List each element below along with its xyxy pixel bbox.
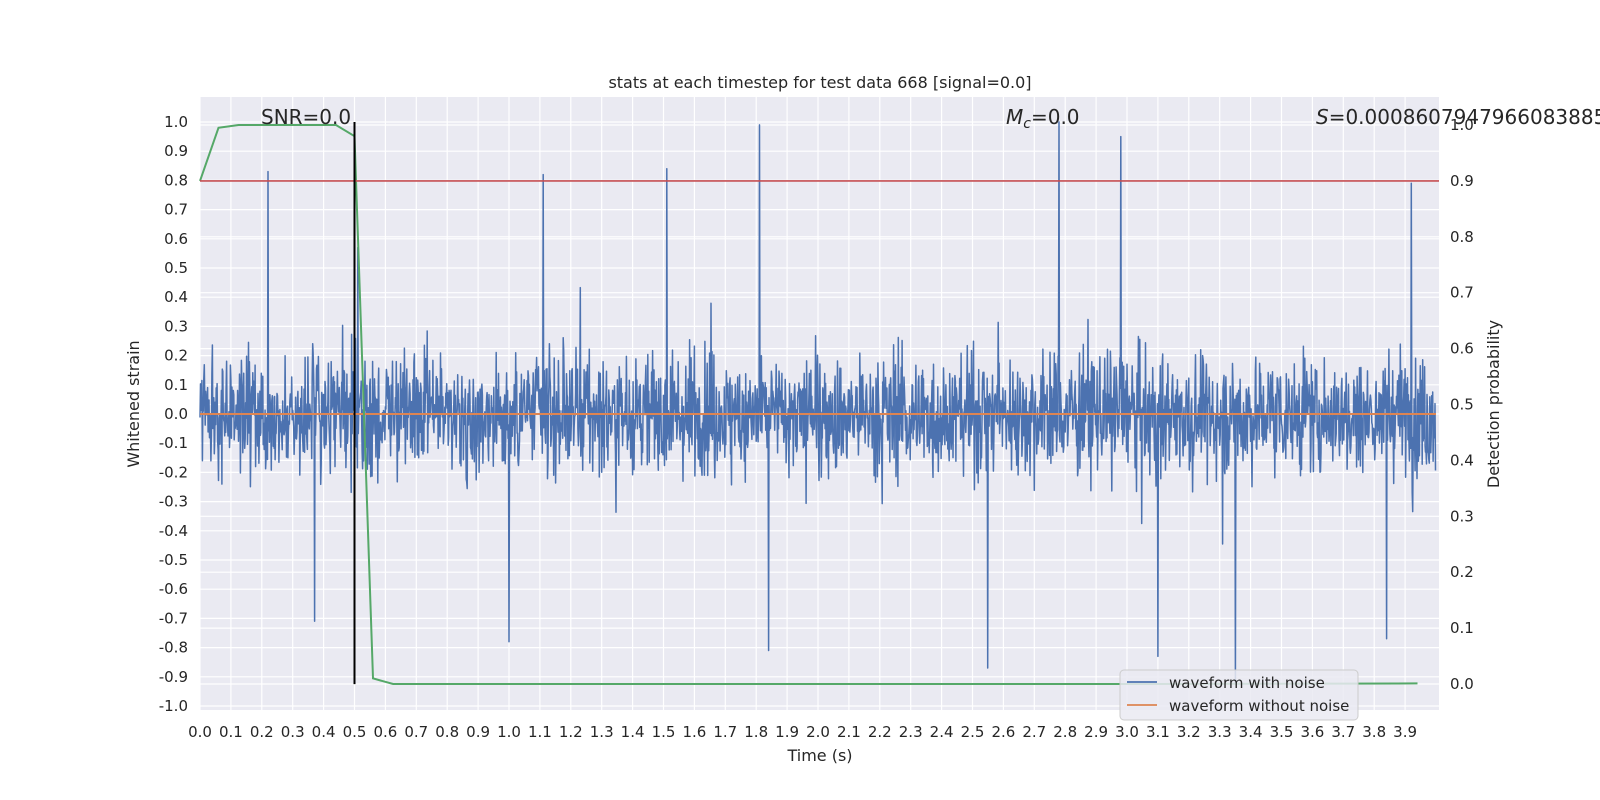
right-y-tick-label: 0.8 — [1450, 228, 1474, 246]
x-tick-label: 3.2 — [1177, 723, 1201, 741]
legend: waveform with noise waveform without noi… — [1119, 669, 1359, 721]
x-tick-labels: 0.0 0.1 0.2 0.3 0.4 0.5 0.6 0.7 0.8 0.9 1.0 1.1 1.2 1… — [188, 723, 1417, 741]
left-y-tick-label: 0.3 — [164, 317, 188, 335]
right-y-tick-label: 0.6 — [1450, 340, 1474, 358]
left-y-tick-labels: 1.0 0.9 0.8 0.7 0.6 0.5 0.4 0.3 0.2 0.1 0.0 -0.1 -0.… — [159, 113, 188, 715]
legend-label-clean: waveform without noise — [1169, 697, 1349, 715]
x-tick-label: 3.5 — [1270, 723, 1294, 741]
x-tick-label: 1.2 — [559, 723, 583, 741]
x-tick-label: 0.7 — [404, 723, 428, 741]
x-tick-label: 0.3 — [281, 723, 305, 741]
x-tick-label: 2.3 — [899, 723, 923, 741]
x-tick-label: 2.9 — [1084, 723, 1108, 741]
x-tick-label: 1.7 — [713, 723, 737, 741]
series-detection-probability — [199, 124, 1418, 685]
s-value: =0.0008607947966083885 — [1329, 105, 1600, 129]
left-y-tick-label: -0.1 — [159, 434, 188, 452]
left-y-tick-label: -0.9 — [159, 668, 188, 686]
x-tick-label: 1.5 — [652, 723, 676, 741]
waveform-with-noise-line — [199, 121, 1437, 684]
s-symbol: S — [1316, 105, 1329, 129]
left-y-tick-label: 0.1 — [164, 376, 188, 394]
left-y-tick-label: 0.4 — [164, 288, 188, 306]
x-tick-label: 2.0 — [806, 723, 830, 741]
left-y-tick-label: -0.5 — [159, 551, 188, 569]
legend-label-noise: waveform with noise — [1169, 674, 1325, 692]
x-tick-label: 1.9 — [775, 723, 799, 741]
left-y-tick-label: -0.4 — [159, 522, 188, 540]
x-tick-label: 2.4 — [930, 723, 954, 741]
series-waveform-with-noise — [199, 121, 1437, 684]
left-y-tick-label: 1.0 — [164, 113, 188, 131]
y-axis-label-right: Detection probability — [1484, 320, 1503, 488]
x-tick-label: 2.7 — [1022, 723, 1046, 741]
right-y-tick-label: 0.4 — [1450, 451, 1474, 469]
x-tick-label: 1.4 — [621, 723, 645, 741]
left-y-tick-label: -0.6 — [159, 580, 188, 598]
left-y-tick-label: -0.7 — [159, 609, 188, 627]
snr-annotation: SNR=0.0 — [261, 105, 351, 129]
chart-title: stats at each timestep for test data 668… — [608, 73, 1031, 92]
x-tick-label: 3.9 — [1393, 723, 1417, 741]
left-y-tick-label: -1.0 — [159, 697, 188, 715]
s-annotation: S=0.0008607947966083885 — [1316, 105, 1600, 129]
mc-annotation: Mc=0.0 — [1006, 105, 1080, 132]
left-y-tick-label: 0.9 — [164, 142, 188, 160]
left-y-tick-label: -0.8 — [159, 639, 188, 657]
y-axis-label-left: Whitened strain — [124, 340, 143, 467]
x-tick-label: 1.1 — [528, 723, 552, 741]
x-tick-label: 0.1 — [219, 723, 243, 741]
mc-value: =0.0 — [1031, 105, 1080, 129]
x-tick-label: 2.5 — [961, 723, 985, 741]
left-y-tick-label: 0.0 — [164, 405, 188, 423]
x-tick-label: 0.0 — [188, 723, 212, 741]
x-tick-label: 2.2 — [868, 723, 892, 741]
left-y-tick-label: 0.8 — [164, 171, 188, 189]
x-tick-label: 2.6 — [991, 723, 1015, 741]
x-tick-label: 0.8 — [435, 723, 459, 741]
x-tick-label: 1.3 — [590, 723, 614, 741]
x-tick-label: 0.2 — [250, 723, 274, 741]
right-y-tick-label: 0.7 — [1450, 284, 1474, 302]
x-tick-label: 2.8 — [1053, 723, 1077, 741]
x-tick-label: 1.0 — [497, 723, 521, 741]
right-y-tick-label: 0.9 — [1450, 172, 1474, 190]
detection-probability-line — [199, 124, 1418, 685]
mc-subscript: c — [1023, 116, 1031, 132]
x-tick-label: 2.1 — [837, 723, 861, 741]
left-y-tick-label: -0.2 — [159, 463, 188, 481]
left-y-tick-label: 0.2 — [164, 347, 188, 365]
right-y-tick-label: 0.2 — [1450, 563, 1474, 581]
x-axis-label: Time (s) — [786, 746, 852, 765]
left-y-tick-label: 0.5 — [164, 259, 188, 277]
x-tick-label: 1.6 — [682, 723, 706, 741]
right-y-tick-label: 1.0 — [1450, 116, 1474, 134]
legend-box — [1119, 669, 1359, 721]
x-tick-label: 3.3 — [1208, 723, 1232, 741]
left-y-tick-label: -0.3 — [159, 493, 188, 511]
right-y-tick-label: 0.1 — [1450, 619, 1474, 637]
x-tick-label: 3.6 — [1300, 723, 1324, 741]
x-tick-label: 0.6 — [373, 723, 397, 741]
x-tick-label: 0.9 — [466, 723, 490, 741]
x-tick-label: 0.5 — [343, 723, 367, 741]
left-y-tick-label: 0.6 — [164, 230, 188, 248]
right-y-tick-label: 0.0 — [1450, 675, 1474, 693]
right-y-tick-label: 0.3 — [1450, 507, 1474, 525]
x-tick-label: 3.1 — [1146, 723, 1170, 741]
right-y-tick-label: 0.5 — [1450, 396, 1474, 414]
x-tick-label: 0.4 — [312, 723, 336, 741]
x-tick-label: 1.8 — [744, 723, 768, 741]
mc-symbol: M — [1006, 105, 1023, 129]
x-tick-label: 3.7 — [1331, 723, 1355, 741]
x-tick-label: 3.4 — [1239, 723, 1263, 741]
left-y-tick-label: 0.7 — [164, 201, 188, 219]
x-tick-label: 3.8 — [1362, 723, 1386, 741]
x-tick-label: 3.0 — [1115, 723, 1139, 741]
right-y-tick-labels: 1.0 0.9 0.8 0.7 0.6 0.5 0.4 0.3 0.2 0.1 0.0 — [1450, 116, 1474, 693]
